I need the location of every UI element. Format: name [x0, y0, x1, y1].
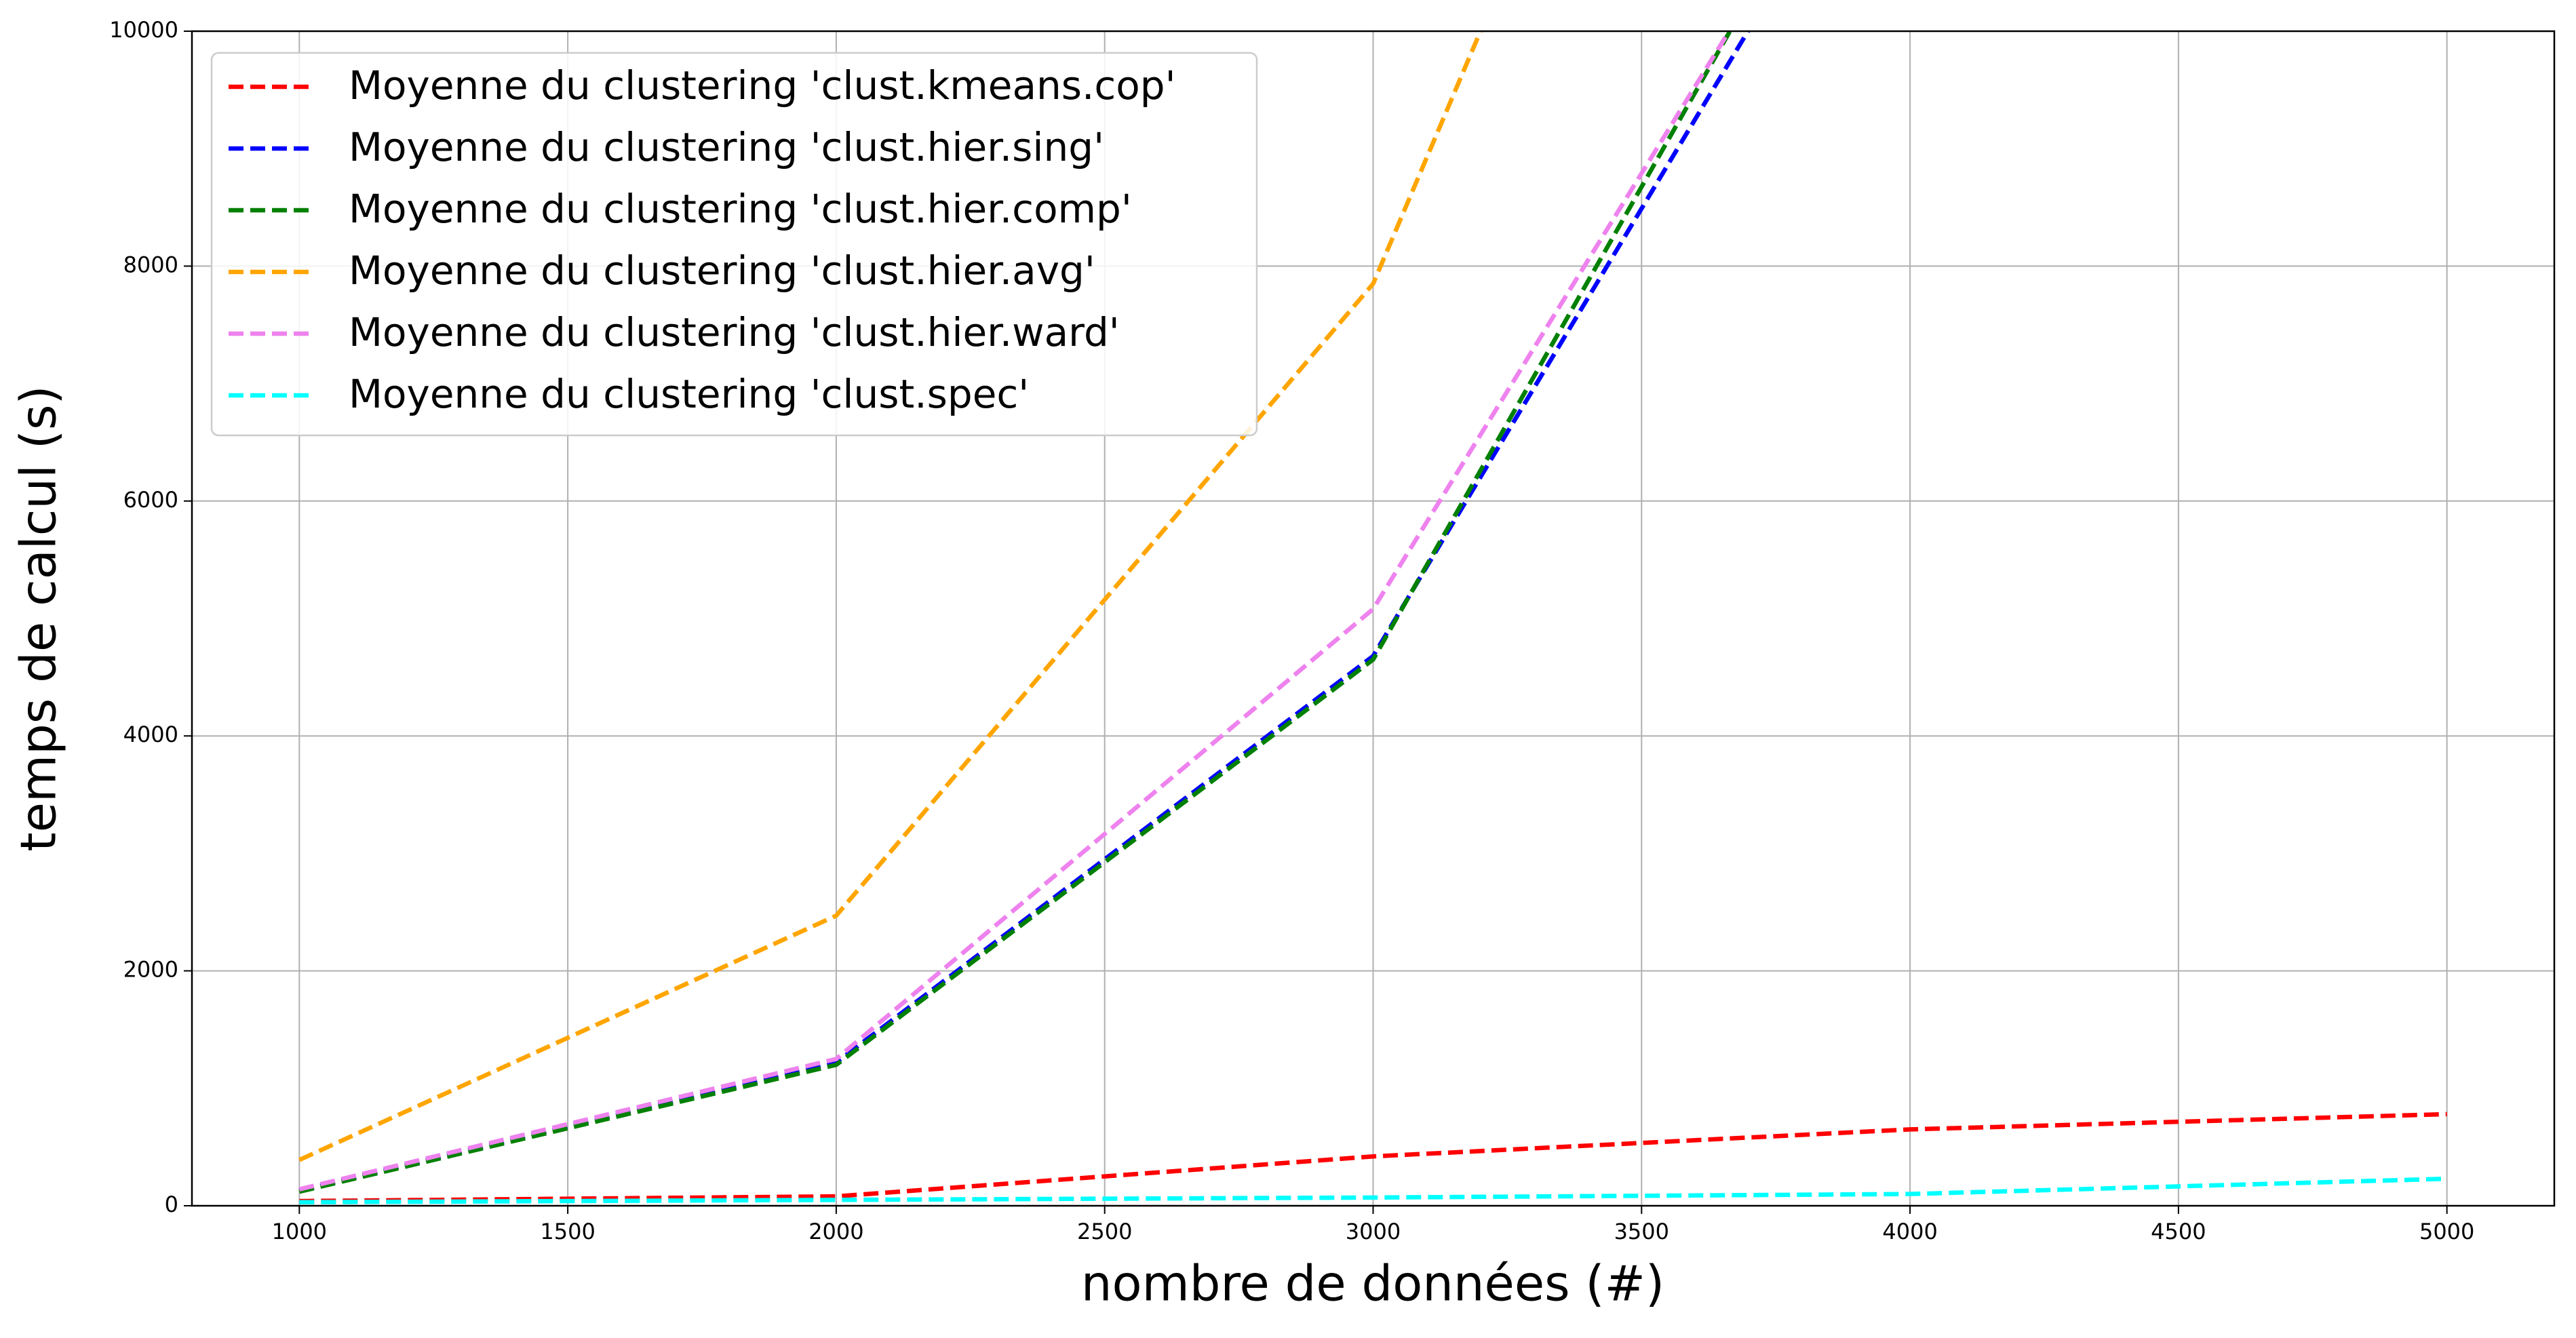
- x-tick-label: 4500: [2151, 1219, 2206, 1244]
- y-tick-label: 0: [165, 1192, 178, 1217]
- x-tick-label: 1000: [272, 1219, 327, 1244]
- x-tick-label: 4000: [1882, 1219, 1937, 1244]
- x-tick-label: 2500: [1077, 1219, 1132, 1244]
- y-tick-label: 4000: [123, 722, 178, 747]
- x-tick-label: 3500: [1614, 1219, 1669, 1244]
- legend-label: Moyenne du clustering 'clust.hier.sing': [349, 124, 1104, 170]
- y-axis-label: temps de calcul (s): [10, 385, 67, 851]
- y-tick-label: 8000: [123, 252, 178, 277]
- y-tick-label: 6000: [123, 487, 178, 513]
- legend-label: Moyenne du clustering 'clust.kmeans.cop': [349, 62, 1176, 109]
- legend-box: [210, 52, 1258, 437]
- legend-label: Moyenne du clustering 'clust.spec': [349, 371, 1029, 417]
- series-line: [299, 1176, 2447, 1205]
- series-line: [298, 31, 1732, 1192]
- x-tick-label: 5000: [2419, 1219, 2474, 1244]
- legend-label: Moyenne du clustering 'clust.hier.comp': [349, 186, 1132, 232]
- legend-label: Moyenne du clustering 'clust.hier.ward': [349, 309, 1120, 355]
- legend: Moyenne du clustering 'clust.kmeans.cop'…: [210, 52, 1258, 437]
- y-tick-label: 10000: [109, 17, 178, 43]
- x-axis-label: nombre de données (#): [1081, 1255, 1664, 1312]
- x-tick-label: 3000: [1346, 1219, 1401, 1244]
- ticks: 1000 1500 2000 2500 3000 3500 4000 4500 5000 0 200…: [109, 17, 2474, 1244]
- legend-label: Moyenne du clustering 'clust.hier.avg': [349, 248, 1095, 294]
- series-line: [298, 31, 1733, 1194]
- series-line: [298, 31, 1483, 1162]
- x-tick-label: 1500: [540, 1219, 595, 1244]
- y-tick-label: 2000: [123, 957, 178, 983]
- series-line: [299, 1111, 2447, 1204]
- x-tick-label: 2000: [808, 1219, 863, 1244]
- series-line: [298, 31, 1751, 1193]
- plot-lines: [298, 31, 2447, 1205]
